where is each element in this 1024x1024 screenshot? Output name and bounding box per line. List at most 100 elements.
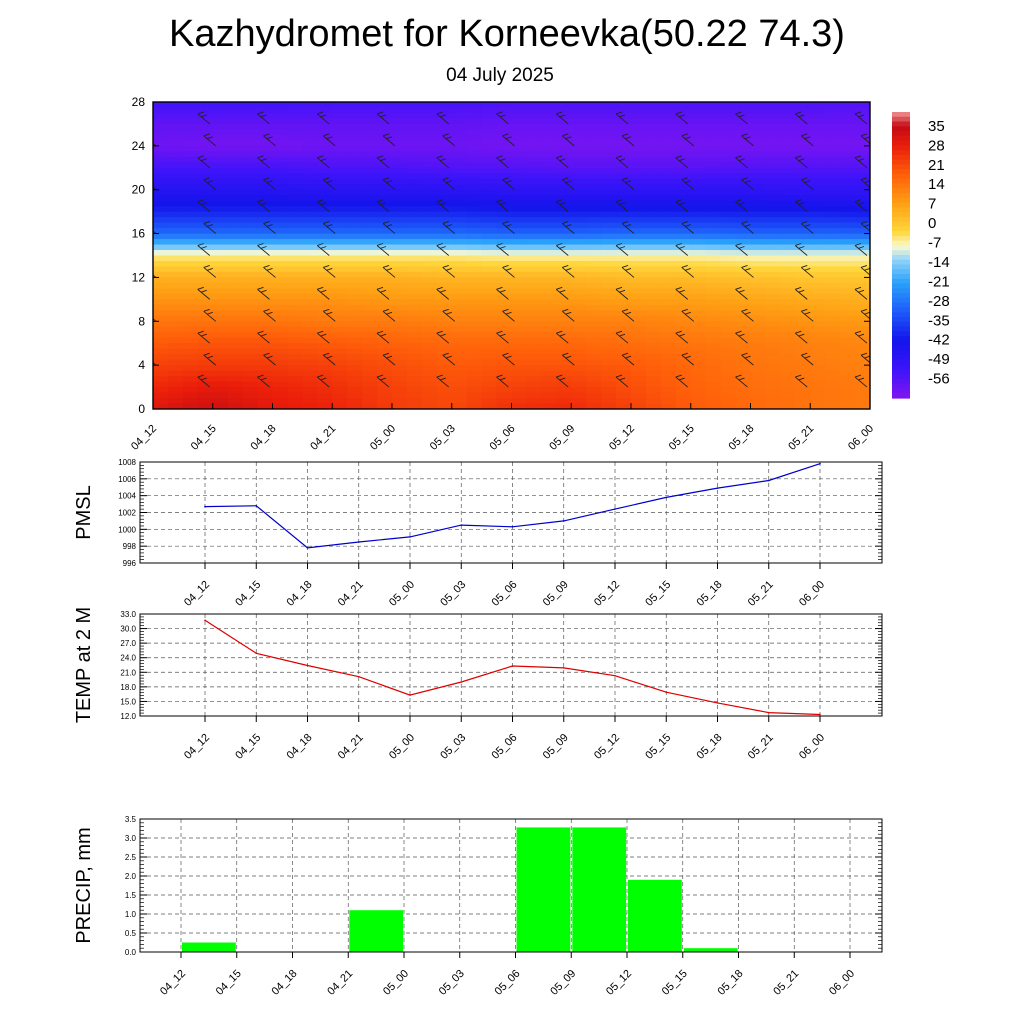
heatmap-cell (795, 370, 811, 377)
heatmap-cell (810, 239, 826, 246)
heatmap-cell (377, 271, 393, 279)
heatmap-cell (780, 398, 796, 405)
heatmap-cell (287, 293, 303, 300)
heatmap-cell (631, 403, 647, 409)
heatmap-cell (750, 398, 767, 405)
heatmap-cell (795, 398, 811, 405)
heatmap-cell (481, 250, 498, 257)
heatmap-cell (272, 250, 289, 257)
heatmap-cell (511, 211, 528, 218)
data-point (768, 711, 770, 714)
heatmap-cell (840, 381, 856, 388)
heatmap-cell (153, 206, 169, 213)
heatmap-cell (855, 277, 870, 284)
wind-barb (555, 243, 569, 256)
heatmap-cell (257, 107, 274, 114)
heatmap-cell (705, 102, 722, 109)
heatmap-cell (377, 398, 393, 405)
heatmap-cell (421, 107, 438, 114)
heatmap-cell (212, 271, 229, 279)
heatmap-cell (317, 381, 333, 388)
heatmap-cell (227, 370, 244, 377)
heatmap-cell (421, 343, 438, 350)
heatmap-cell (287, 250, 303, 257)
heatmap-cell (675, 392, 692, 399)
heatmap-cell (855, 250, 870, 257)
heatmap-cell (153, 365, 169, 372)
heatmap-cells (153, 102, 870, 409)
y-tick-label: 3.5 (125, 815, 137, 824)
heatmap-cell (332, 321, 348, 328)
heatmap-cell (586, 260, 602, 268)
heatmap-cell (720, 239, 737, 246)
wind-barb (257, 155, 270, 169)
heatmap-cell (541, 250, 557, 257)
heatmap-cell (451, 112, 468, 120)
heatmap-cell (392, 370, 408, 377)
heatmap-cell (332, 239, 348, 246)
heatmap-cell (526, 189, 542, 196)
heatmap-cell (496, 370, 513, 377)
heatmap-cell (362, 123, 378, 131)
heatmap-cell (855, 162, 870, 169)
heatmap-cell (257, 392, 274, 399)
heatmap-cell (601, 392, 617, 399)
heatmap-cell (182, 260, 199, 268)
heatmap-cell (840, 145, 856, 152)
heatmap-cell (765, 173, 781, 180)
heatmap-cell (825, 387, 841, 394)
heatmap-cell (153, 271, 169, 279)
heatmap-cell (795, 200, 811, 207)
heatmap-cell (720, 337, 737, 344)
heatmap-cell (690, 145, 707, 152)
heatmap-cell (720, 102, 737, 109)
wind-barb (138, 244, 150, 256)
heatmap-cell (541, 337, 557, 344)
heatmap-cell (257, 250, 274, 257)
y-tick-label: 8 (138, 314, 145, 328)
heatmap-cell (347, 403, 363, 409)
heatmap-cell (332, 365, 348, 372)
heatmap-cell (197, 173, 214, 180)
heatmap-cell (466, 381, 483, 388)
y-tick-label: 1006 (118, 475, 136, 484)
heatmap-cell (466, 293, 483, 300)
heatmap-cell (182, 381, 199, 388)
heatmap-cell (392, 293, 408, 300)
y-tick-label: 2.5 (125, 853, 137, 862)
heatmap-cell (675, 184, 692, 191)
heatmap-cell (182, 315, 199, 322)
heatmap-cell (675, 332, 692, 339)
heatmap-cell (705, 348, 722, 355)
heatmap-cell (377, 403, 393, 409)
precip-bar (628, 879, 682, 952)
heatmap-cell (153, 102, 169, 109)
heatmap-cell (496, 288, 513, 295)
heatmap-cell (392, 189, 408, 196)
heatmap-cell (227, 398, 244, 405)
heatmap-cell (287, 178, 303, 185)
heatmap-cell (705, 381, 722, 388)
heatmap-cell (511, 123, 528, 131)
heatmap-cell (735, 370, 752, 377)
colorbar-swatch (892, 131, 910, 137)
wind-barb (153, 312, 157, 322)
heatmap-cell (526, 107, 542, 114)
heatmap-cell (705, 211, 722, 218)
heatmap-cell (616, 123, 632, 131)
x-tick-label: 04_21 (336, 579, 366, 609)
heatmap-cell (197, 112, 214, 120)
heatmap-cell (735, 189, 752, 196)
heatmap-cell (227, 288, 244, 295)
heatmap-cell (421, 376, 438, 383)
heatmap-cell (242, 403, 259, 409)
heatmap-cell (212, 343, 229, 350)
heatmap-cell (392, 354, 408, 361)
heatmap-cell (406, 211, 423, 218)
heatmap-cell (690, 211, 707, 218)
heatmap-cell (810, 250, 826, 257)
heatmap-cell (227, 387, 244, 394)
heatmap-cell (645, 332, 662, 339)
heatmap-cell (810, 277, 826, 284)
heatmap-cell (571, 222, 587, 229)
